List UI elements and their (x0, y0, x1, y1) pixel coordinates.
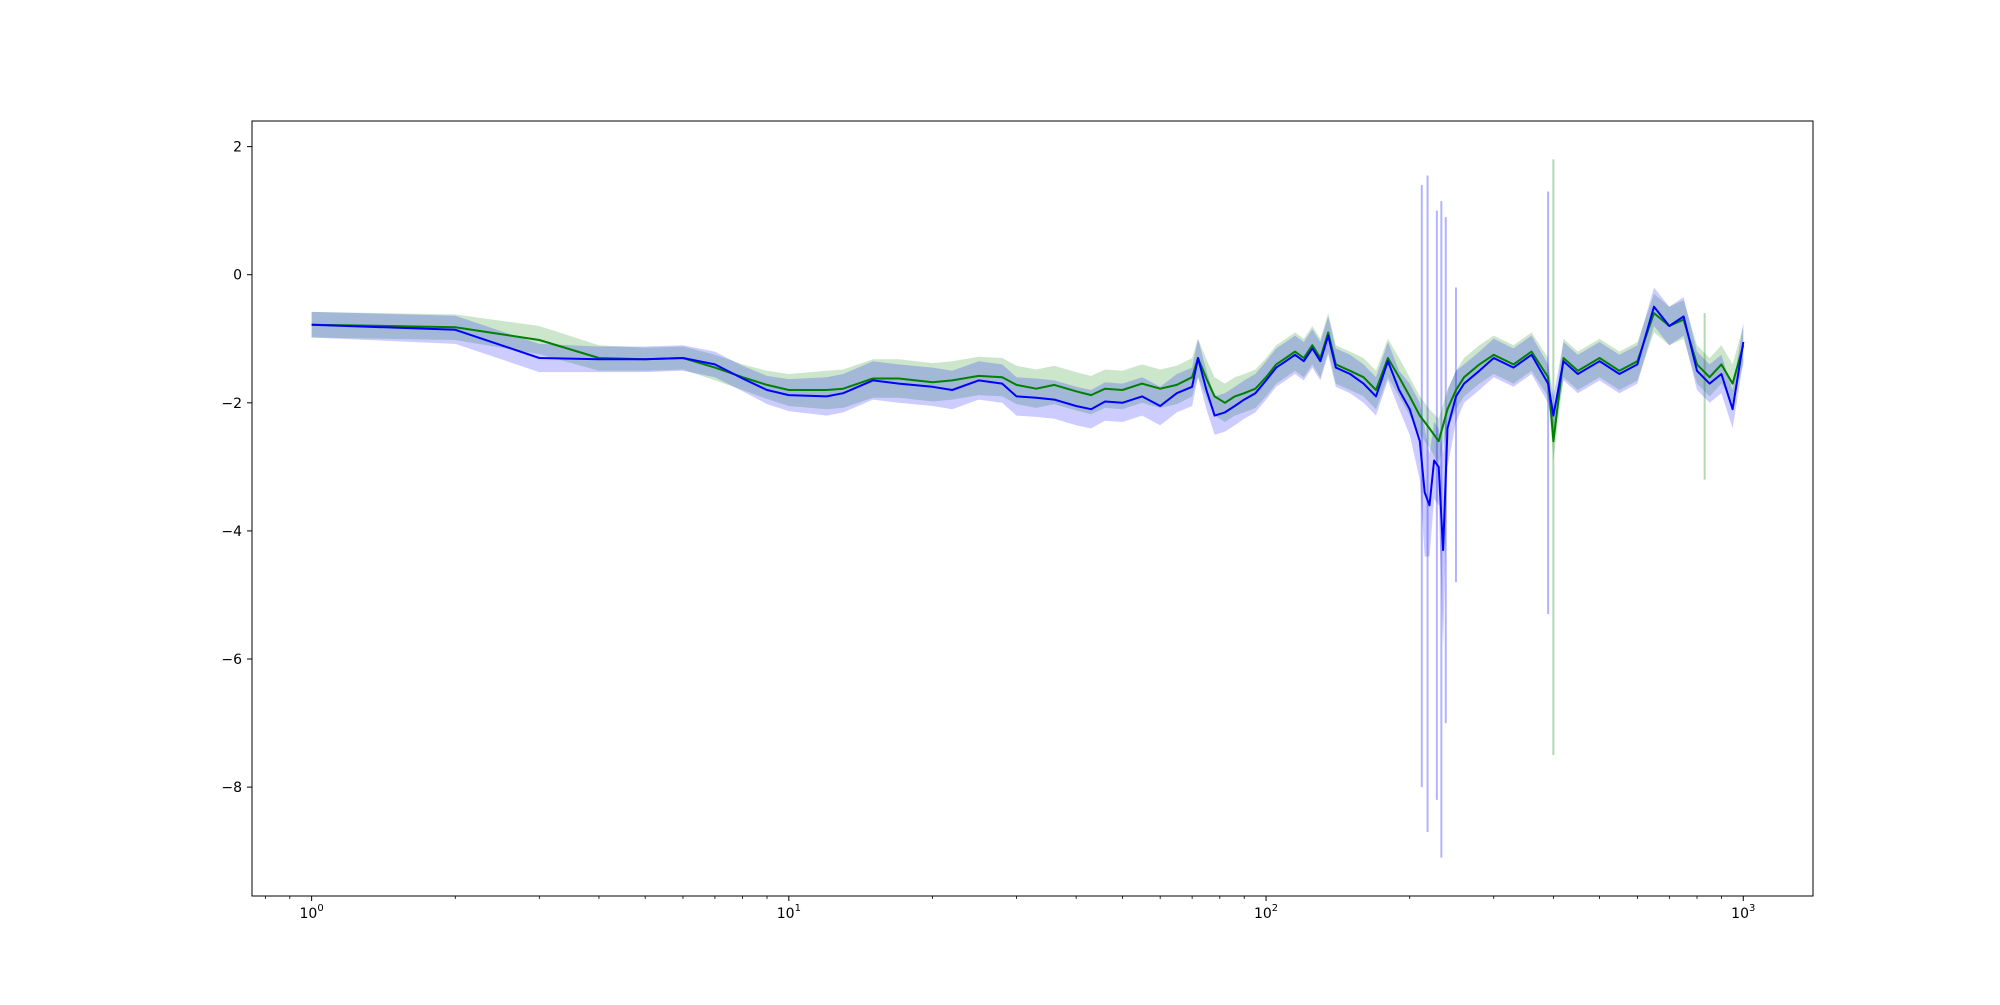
y-tick-label: 2 (233, 140, 242, 156)
y-tick-label: 0 (233, 268, 242, 284)
y-tick-label: −8 (221, 780, 242, 796)
y-tick-label: −6 (221, 652, 242, 668)
y-tick-label: −2 (221, 396, 242, 412)
series-0-line (311, 312, 1745, 443)
axes-frame (251, 120, 1814, 897)
plot-area (311, 159, 1745, 858)
series-0-band (311, 293, 1744, 464)
y-tick-label: −4 (221, 524, 242, 540)
series-1-line (311, 305, 1745, 552)
series-1-band (311, 287, 1744, 647)
